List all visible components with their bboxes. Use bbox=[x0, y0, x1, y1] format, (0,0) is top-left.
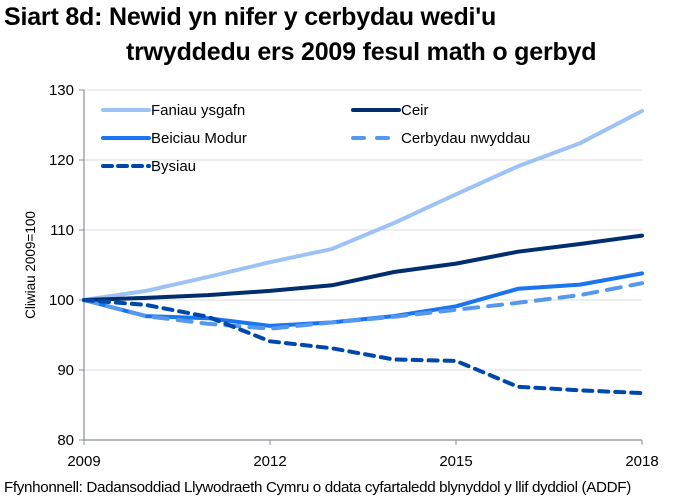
y-tick-labels: 80 90 100 110 120 130 bbox=[49, 82, 74, 449]
x-tick-label: 2015 bbox=[439, 453, 472, 470]
legend-label: Faniau ysgafn bbox=[151, 102, 245, 119]
legend-item: Cerbydau nwyddau bbox=[351, 130, 530, 147]
series-lines bbox=[82, 109, 644, 396]
series-line-cerbydau-nwyddau bbox=[82, 281, 644, 331]
chart-title-line1: Siart 8d: Newid yn nifer y cerbydau wedi… bbox=[4, 3, 497, 31]
y-tick-label: 90 bbox=[57, 362, 74, 379]
legend-item: Faniau ysgafn bbox=[101, 102, 245, 119]
x-tick-label: 2009 bbox=[67, 453, 100, 470]
legend-label: Bysiau bbox=[151, 158, 196, 175]
legend: Faniau ysgafn Ceir Beiciau Modur Cerbydau n… bbox=[101, 102, 530, 175]
legend-label: Ceir bbox=[401, 102, 429, 119]
legend-item: Ceir bbox=[351, 102, 429, 119]
y-tick-label: 100 bbox=[49, 292, 74, 309]
y-tick-label: 80 bbox=[57, 432, 74, 449]
x-tick-label: 2018 bbox=[625, 453, 658, 470]
series-line-bysiau bbox=[82, 298, 644, 396]
y-tick-label: 110 bbox=[50, 222, 74, 239]
series-line-beiciau-modur bbox=[82, 271, 644, 328]
chart-title-line2: trwyddedu ers 2009 fesul math o gerbyd bbox=[126, 38, 597, 66]
series-line-ceir bbox=[82, 233, 644, 302]
y-axis-label: Cliwiau 2009=100 bbox=[23, 211, 38, 319]
legend-label: Cerbydau nwyddau bbox=[401, 130, 530, 147]
x-tick-label: 2012 bbox=[253, 453, 286, 470]
legend-item: Beiciau Modur bbox=[101, 130, 247, 147]
legend-label: Beiciau Modur bbox=[151, 130, 247, 147]
x-tick-labels: 2009 2012 2015 2018 bbox=[67, 453, 658, 470]
legend-item: Bysiau bbox=[101, 158, 196, 175]
series-line-faniau-ysgafn bbox=[82, 109, 644, 302]
source-note: Ffynhonnell: Dadansoddiad Llywodraeth Cy… bbox=[4, 479, 631, 496]
y-tick-label: 120 bbox=[49, 152, 74, 169]
y-tick-label: 130 bbox=[49, 82, 74, 99]
